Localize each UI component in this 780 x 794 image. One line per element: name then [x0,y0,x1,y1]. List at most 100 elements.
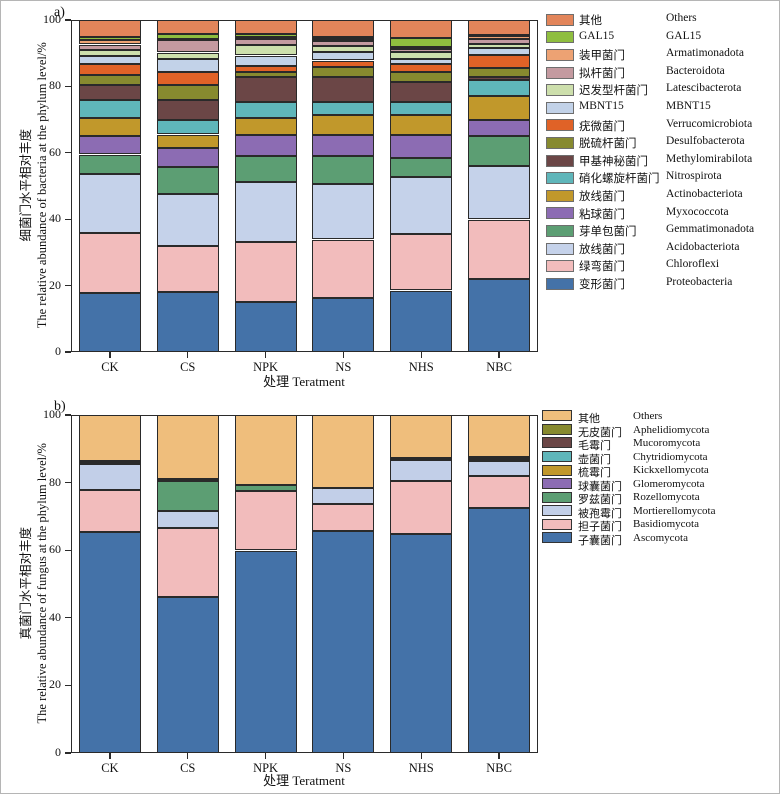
bar-segment-methylomirabilota [312,77,375,102]
bar-segment-verrucomicrobiota [234,65,297,73]
panel-b-y-tickmark [65,549,71,551]
bar-segment-verrucomicrobiota [156,72,219,85]
bar-segment-others [312,20,375,38]
bar-segment-bacteroidota [312,40,375,46]
bar-segment-proteobacteria [156,291,219,352]
bar-segment-gemmatimonadota [234,156,297,183]
panel-a-y-tickmark [65,351,71,353]
bar-segment-ascomycota [468,508,531,753]
bar-segment-desulfobacterota [234,72,297,78]
bar-segment-rozellomycota [234,484,297,491]
legend-swatch-mbnt15 [546,101,574,114]
legend-label-en-mbnt15: MBNT15 [666,100,711,112]
bar-segment-chloroflexi [390,234,453,291]
legend-label-zh-nitrospirota: 硝化螺旋杆菌门 [579,173,660,186]
bar-segment-ascomycota [312,531,375,753]
panel-b-y-tick-label: 60 [49,542,61,557]
panel-b-x-tick-label: NBC [486,761,512,775]
bar-segment-others [156,20,219,34]
bar-segment-proteobacteria [390,290,453,352]
bar-segment-chloroflexi [468,219,531,279]
legend-label-zh-acidobacteriota: 放线菌门 [579,243,625,256]
legend-label-zh-glomeromycota: 球囊菌门 [578,480,622,493]
panel-b-y-tick-label: 100 [43,407,61,421]
bar-segment-methylomirabilota [156,100,219,120]
bar-segment-methylomirabilota [468,77,531,81]
panel-b-y-tickmark [65,617,71,619]
legend-swatch-chloroflexi [546,260,574,273]
bar-segment-acidobacteriota [312,184,375,240]
bar-segment-gal15 [156,33,219,39]
panel-b-y-tickmark [65,482,71,484]
bar-segment-nitrospirota [156,119,219,135]
legend-label-zh-mortierellomycota: 被孢霉门 [578,507,622,520]
bar-segment-desulfobacterota [312,67,375,78]
bar-segment-others [468,20,531,36]
bar-segment-nitrospirota [234,101,297,119]
legend-swatch-basidiomycota [542,518,572,530]
panel-b-y-tickmark [65,414,71,416]
bar-segment-gal15 [312,37,375,40]
bar-segment-acidobacteriota [156,194,219,246]
panel-b-y-axis-title-zh: 真菌门水平相对丰度 [18,527,33,640]
bar-segment-gal15 [390,37,453,48]
bar-segment-nitrospirota [312,101,375,115]
bar-segment-nitrospirota [78,100,141,119]
bar-segment-desulfobacterota [390,72,453,83]
bar-segment-latescibacterota [390,52,453,59]
bar-segment-myxococcota [468,119,531,137]
legend-label-zh-gal15: GAL15 [579,29,615,42]
legend-label-en-kickxellomycota: Kickxellomycota [633,464,709,477]
legend-swatch-bacteroidota [546,66,574,79]
panel-a-y-tickmark [65,85,71,87]
bar-segment-basidiomycota [390,480,453,534]
bar-segment-gal15 [78,37,141,40]
bar-segment-desulfobacterota [156,85,219,100]
legend-label-en-myxococcota: Myxococcota [666,205,729,218]
legend-label-zh-mucoromycota: 毛霉门 [578,440,611,453]
bar-segment-latescibacterota [312,45,375,53]
legend-swatch-chytridiomycota [542,450,572,462]
bar-segment-nitrospirota [468,80,531,96]
legend-swatch-verrucomicrobiota [546,119,574,132]
panel-b-y-tick-label: 40 [49,609,61,624]
panel-a-y-tick-label: 0 [55,344,61,358]
bar-segment-proteobacteria [468,278,531,352]
legend-label-en-verrucomicrobiota: Verrucomicrobiota [666,117,753,130]
legend-swatch-desulfobacterota [546,137,574,149]
bar-segment-rozellomycota [468,458,531,462]
panel-a-y-axis-title-en: The relative abundance of bacteria at th… [35,42,49,329]
bar-segment-armatimonadota [390,47,453,50]
legend-label-en-acidobacteriota: Acidobacteriota [666,240,740,253]
panel-b-label: b) [54,399,66,414]
legend-label-zh-kickxellomycota: 梳霉门 [578,467,611,480]
legend-label-en-rozellomycota: Rozellomycota [633,491,700,504]
panel-a-x-tick-label: NHS [408,360,434,374]
panel-a-x-tick-label: CK [101,360,119,374]
bar-segment-mortierellomycota [78,464,141,490]
panel-b-x-tick-label: CS [180,761,196,775]
legend-swatch-armatimonadota [546,49,574,61]
legend-label-en-actinobacteriota: Actinobacteriota [666,188,743,200]
legend-label-zh-methylomirabilota: 甲基神秘菌门 [579,155,648,168]
panel-a-plot-area [71,20,538,352]
bar-segment-mortierellomycota [468,461,531,476]
legend-swatch-rozellomycota [542,491,572,503]
bar-segment-others [390,20,453,38]
bar-segment-ascomycota [390,533,453,753]
panel-a-x-tickmark [264,352,267,358]
bar-segment-actinobacteriota [234,118,297,135]
legend-label-en-gemmatimonadota: Gemmatimonadota [666,223,755,236]
panel-b-y-axis-title-en: The relative abundance of fungus at the … [35,443,49,724]
legend-label-en-aphelidiomycota: Aphelidiomycota [633,423,710,436]
legend-label-zh-ascomycota: 子囊菌门 [578,535,622,547]
bar-segment-others [234,20,297,35]
panel-a-x-tick-label: CS [180,360,196,374]
bar-segment-actinobacteriota [78,118,141,137]
legend-label-zh-basidiomycota: 担子菌门 [578,521,622,534]
bar-segment-latescibacterota [234,45,297,56]
legend-swatch-nitrospirota [546,172,574,185]
panel-a-y-tick-label: 40 [49,211,61,226]
panel-b-x-tick-label: NS [335,761,352,775]
bar-segment-myxococcota [312,134,375,157]
